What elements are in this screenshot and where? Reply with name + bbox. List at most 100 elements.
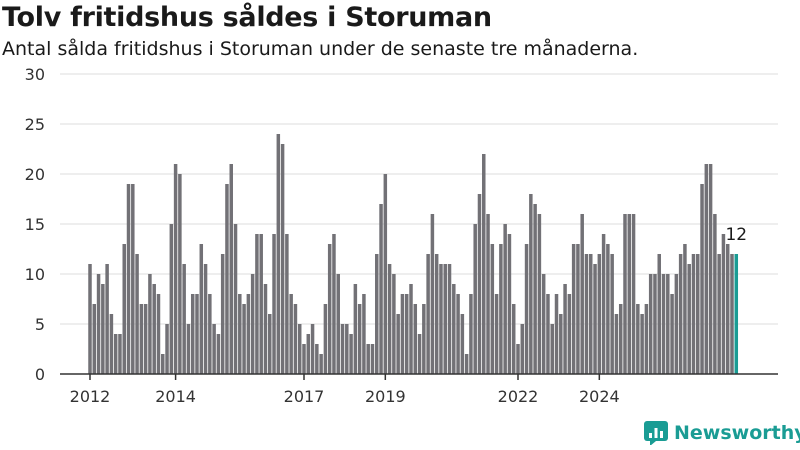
- chart-title: Tolv fritidshus såldes i Storuman: [2, 2, 492, 33]
- bar: [713, 214, 717, 374]
- bar: [490, 244, 495, 374]
- bar: [353, 284, 358, 374]
- bar: [259, 234, 263, 374]
- x-tick-label: 2012: [70, 387, 111, 406]
- x-tick-label: 2024: [579, 387, 620, 406]
- y-tick-label: 15: [25, 215, 45, 234]
- bar: [460, 314, 465, 374]
- bar: [387, 264, 392, 374]
- chart-subtitle: Antal sålda fritidshus i Storuman under …: [2, 38, 639, 60]
- bar: [126, 184, 131, 374]
- x-tick-label: 2014: [155, 387, 196, 406]
- bar: [208, 294, 212, 374]
- bar: [597, 254, 602, 374]
- bar: [233, 224, 238, 374]
- bar: [717, 254, 721, 374]
- bar: [434, 254, 439, 374]
- bar: [216, 334, 221, 374]
- bar: [589, 254, 593, 374]
- bar: [559, 314, 563, 374]
- bar: [704, 164, 709, 374]
- bar: [148, 274, 152, 374]
- bar: [691, 254, 696, 374]
- bar: [92, 304, 97, 374]
- bar: [392, 274, 396, 374]
- bar: [563, 284, 567, 374]
- bar: [88, 264, 92, 374]
- bar: [666, 274, 670, 374]
- bar: [400, 294, 405, 374]
- bar: [529, 194, 533, 374]
- bar: [422, 304, 426, 374]
- bar: [696, 254, 700, 374]
- bar: [614, 314, 619, 374]
- bar: [285, 234, 289, 374]
- bar-chart-icon: [644, 421, 668, 445]
- y-tick-label: 0: [35, 365, 45, 384]
- bar: [332, 234, 336, 374]
- bar: [452, 284, 456, 374]
- bar: [464, 354, 469, 374]
- y-tick-label: 25: [25, 115, 45, 134]
- bar: [96, 274, 101, 374]
- bar: [169, 224, 174, 374]
- y-tick-label: 20: [25, 165, 45, 184]
- bar: [683, 244, 687, 374]
- bar: [293, 304, 298, 374]
- bar: [571, 244, 576, 374]
- bar: [289, 294, 293, 374]
- bar: [220, 254, 225, 374]
- bar: [486, 214, 490, 374]
- bar: [657, 254, 661, 374]
- bar: [708, 164, 713, 374]
- last-value-label: 12: [725, 225, 747, 245]
- bar: [165, 324, 169, 374]
- bar: [302, 344, 306, 374]
- bar: [409, 284, 413, 374]
- bar: [182, 264, 186, 374]
- bar: [477, 194, 482, 374]
- bar: [212, 324, 216, 374]
- bar: [143, 304, 148, 374]
- bar: [417, 334, 422, 374]
- bar: [263, 284, 268, 374]
- bar: [674, 274, 679, 374]
- bar: [640, 314, 644, 374]
- bar: [576, 244, 580, 374]
- bar: [135, 254, 139, 374]
- bar: [199, 244, 204, 374]
- x-tick-label: 2019: [365, 387, 406, 406]
- bar: [567, 294, 572, 374]
- bar: [161, 354, 165, 374]
- bar: [546, 294, 550, 374]
- bar: [122, 244, 126, 374]
- bar: [319, 354, 323, 374]
- bar: [730, 254, 734, 374]
- y-tick-label: 30: [25, 65, 45, 84]
- bar: [618, 304, 623, 374]
- bar: [113, 334, 118, 374]
- bar: [516, 344, 520, 374]
- bar: [584, 254, 589, 374]
- bar: [375, 254, 379, 374]
- newsworthy-logo: Newsworthy: [644, 420, 800, 446]
- bar: [225, 184, 229, 374]
- bar: [357, 304, 362, 374]
- bar: [627, 214, 632, 374]
- bar: [306, 334, 311, 374]
- bar: [661, 274, 666, 374]
- bar: [229, 164, 233, 374]
- bar: [101, 284, 105, 374]
- bar: [499, 244, 503, 374]
- bar: [345, 324, 349, 374]
- brand-name: Newsworthy: [674, 422, 800, 444]
- bar: [511, 304, 516, 374]
- bar: [533, 204, 537, 374]
- bar: [255, 234, 259, 374]
- bar: [280, 144, 285, 374]
- bar: [644, 304, 649, 374]
- bar: [469, 294, 473, 374]
- bar: [173, 164, 178, 374]
- bar: [631, 214, 636, 374]
